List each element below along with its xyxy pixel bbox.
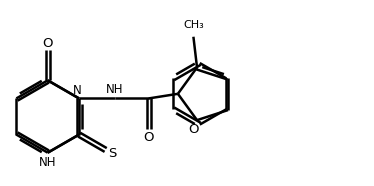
- Text: CH₃: CH₃: [183, 20, 204, 30]
- Text: NH: NH: [39, 156, 56, 169]
- Text: S: S: [108, 147, 117, 161]
- Text: NH: NH: [106, 83, 124, 96]
- Text: N: N: [73, 84, 82, 97]
- Text: O: O: [43, 37, 53, 50]
- Text: O: O: [188, 123, 199, 136]
- Text: O: O: [144, 131, 154, 144]
